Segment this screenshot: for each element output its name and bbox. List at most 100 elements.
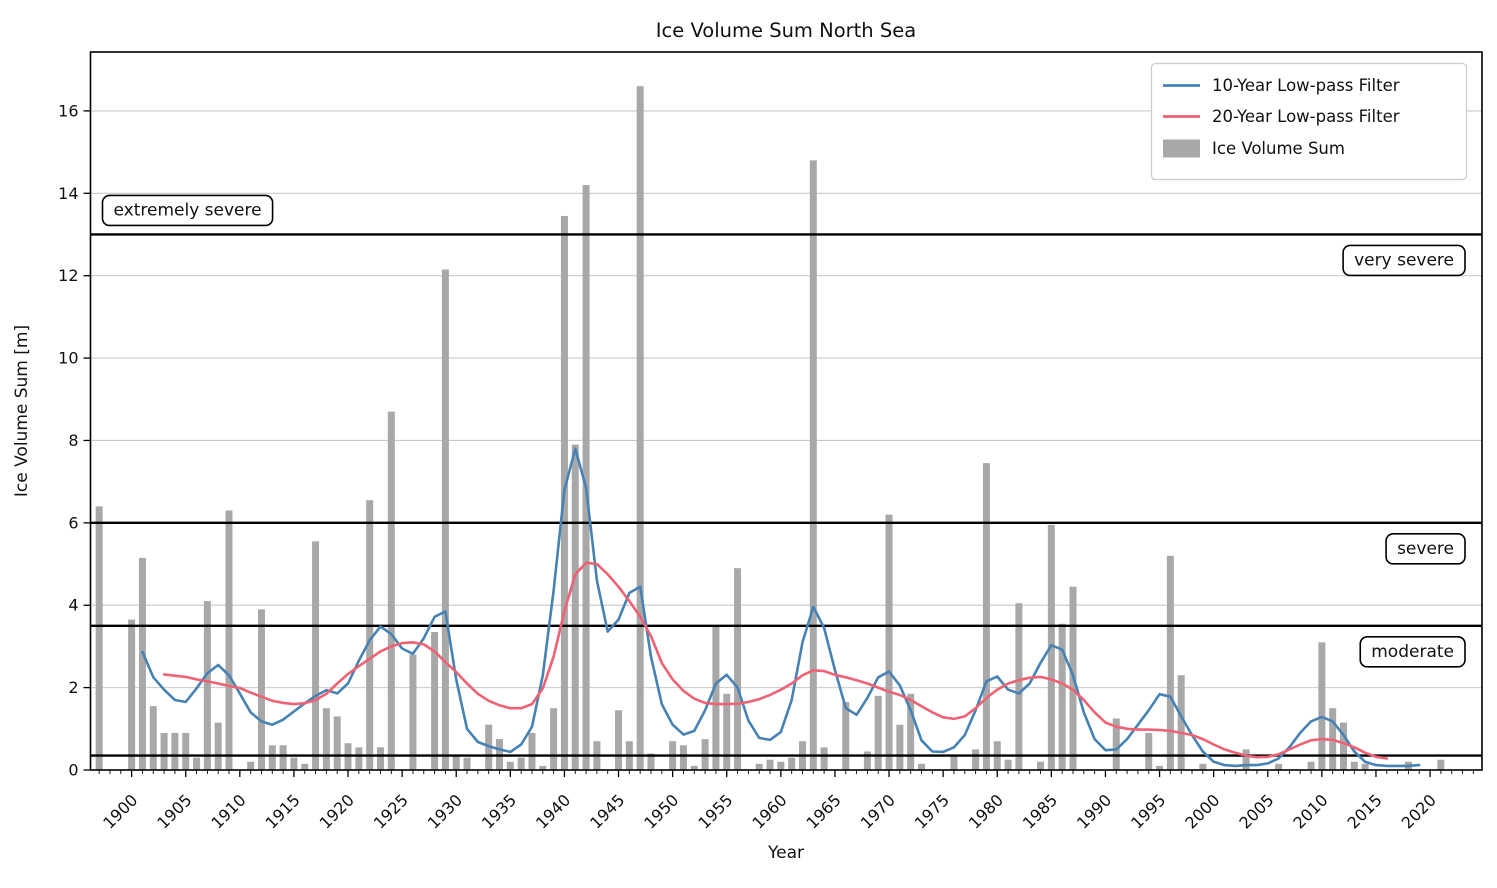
bar-1952 — [690, 765, 698, 770]
bar-1994 — [1145, 732, 1153, 770]
x-tick-label-1955: 1955 — [694, 790, 736, 832]
bar-1968 — [863, 751, 871, 770]
bar-1954 — [712, 625, 720, 770]
y-tick-label-2: 2 — [68, 678, 78, 697]
bar-1969 — [874, 695, 882, 770]
plot-border — [89, 51, 1483, 771]
x-tick-label-1930: 1930 — [424, 790, 466, 832]
bar-1958 — [755, 763, 763, 770]
bar-1966 — [842, 702, 850, 770]
bar-1930 — [452, 755, 460, 770]
bar-1928 — [431, 632, 439, 770]
y-tick-label-10: 10 — [58, 349, 78, 368]
legend-box — [1150, 62, 1468, 181]
x-tick-label-2015: 2015 — [1344, 790, 1386, 832]
bar-1909 — [225, 510, 233, 770]
severity-label-moderate: moderate — [1371, 642, 1454, 662]
chart-title: Ice Volume Sum North Sea — [656, 19, 916, 42]
bar-1926 — [409, 654, 417, 770]
x-tick-label-1935: 1935 — [478, 790, 520, 832]
x-tick-label-1960: 1960 — [748, 790, 790, 832]
bar-1956 — [734, 568, 742, 770]
x-tick-label-1910: 1910 — [207, 790, 249, 832]
legend-label-3: Ice Volume Sum — [1212, 139, 1345, 158]
series-line-20yr — [162, 561, 1389, 760]
bar-1997 — [1177, 675, 1185, 770]
bar-1900 — [128, 619, 136, 770]
bar-1931 — [463, 757, 471, 770]
y-tick-label-0: 0 — [68, 761, 78, 780]
severity-label-box-moderate — [1359, 636, 1466, 668]
y-axis-label: Ice Volume Sum [m] — [12, 325, 32, 497]
bar-1947 — [636, 86, 644, 770]
bar-1995 — [1156, 765, 1164, 770]
bar-1919 — [333, 716, 341, 770]
bar-2006 — [1275, 763, 1283, 770]
bar-1935 — [506, 761, 514, 770]
bar-1922 — [366, 500, 374, 770]
bar-1955 — [723, 693, 731, 770]
bar-1938 — [539, 765, 547, 770]
bar-1929 — [441, 269, 449, 770]
bar-1906 — [193, 757, 201, 770]
x-axis-label: Year — [767, 843, 804, 863]
severity-label-box-extremely-severe — [101, 194, 274, 227]
bar-1917 — [312, 541, 320, 770]
bar-1961 — [788, 757, 796, 770]
bar-1937 — [528, 732, 536, 770]
bar-1897 — [95, 506, 103, 770]
y-tick-label-12: 12 — [58, 266, 78, 285]
x-tick-label-1985: 1985 — [1019, 790, 1061, 832]
bar-1945 — [615, 710, 623, 770]
bar-1901 — [138, 557, 146, 770]
bar-1972 — [907, 693, 915, 770]
legend-label-2: 20-Year Low-pass Filter — [1212, 107, 1400, 126]
severity-label-extremely-severe: extremely severe — [114, 200, 262, 220]
bar-2003 — [1242, 749, 1250, 770]
y-tick-label-6: 6 — [68, 513, 78, 532]
x-tick-label-1915: 1915 — [262, 790, 304, 832]
severity-label-box-very-severe — [1342, 244, 1466, 277]
bars-ice-volume-sum — [95, 86, 1445, 770]
severity-label-severe: severe — [1397, 539, 1454, 559]
bar-1915 — [290, 757, 298, 770]
bar-1991 — [1112, 718, 1120, 770]
bar-1913 — [268, 745, 276, 770]
x-tick-label-1990: 1990 — [1073, 790, 1115, 832]
legend-label-1: 10-Year Low-pass Filter — [1212, 76, 1400, 95]
severity-annotations: extremely severe very severe severe moderat… — [101, 194, 1466, 668]
bar-1942 — [582, 185, 590, 770]
bar-1996 — [1166, 555, 1174, 770]
axes-spines — [89, 51, 1483, 771]
bar-1979 — [982, 463, 990, 770]
legend-swatch-rect — [1163, 139, 1200, 158]
x-tick-label-1980: 1980 — [965, 790, 1007, 832]
y-tick-label-14: 14 — [58, 184, 78, 203]
bar-1941 — [571, 444, 579, 770]
x-tick-label-1950: 1950 — [640, 790, 682, 832]
severity-label-very-severe: very severe — [1354, 250, 1454, 270]
bar-1964 — [820, 747, 828, 770]
bar-1976 — [950, 755, 958, 770]
x-tick-label-2000: 2000 — [1181, 790, 1223, 832]
bar-1984 — [1037, 761, 1045, 770]
x-tick-label-2010: 2010 — [1289, 790, 1331, 832]
x-tick-label-1925: 1925 — [370, 790, 412, 832]
y-tick-label-4: 4 — [68, 596, 78, 615]
bar-1959 — [766, 759, 774, 770]
bar-1948 — [647, 753, 655, 770]
legend: 10-Year Low-pass Filter 20-Year Low-pass … — [1150, 62, 1468, 181]
bar-1921 — [355, 747, 363, 770]
bar-1902 — [149, 706, 157, 770]
severity-threshold-lines — [90, 233, 1482, 757]
bar-2009 — [1307, 761, 1315, 770]
bar-1939 — [550, 708, 558, 770]
y-tick-label-8: 8 — [68, 431, 78, 450]
x-tick-label-2005: 2005 — [1235, 790, 1277, 832]
x-tick-label-1970: 1970 — [857, 790, 899, 832]
x-tick-label-1900: 1900 — [99, 790, 141, 832]
x-tick-label-2020: 2020 — [1398, 790, 1440, 832]
bar-1970 — [885, 514, 893, 770]
x-tick-label-1940: 1940 — [532, 790, 574, 832]
